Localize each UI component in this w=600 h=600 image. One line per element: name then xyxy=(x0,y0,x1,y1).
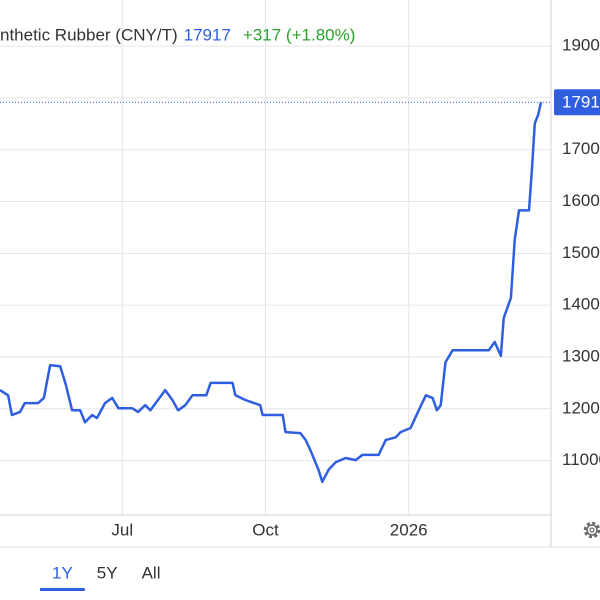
gear-teeth xyxy=(583,521,600,539)
x-tick-label: Jul xyxy=(111,520,133,539)
range-button[interactable]: 5Y xyxy=(97,563,118,582)
plot xyxy=(0,101,551,484)
price-line xyxy=(0,101,543,484)
range-button[interactable]: 1Y xyxy=(52,563,73,582)
last-price-box xyxy=(554,89,600,116)
last-price: 17917 xyxy=(184,25,231,44)
y-tick-label: 19000 xyxy=(562,36,600,55)
y-tick-label: 11000 xyxy=(562,450,600,469)
x-tick-label: Oct xyxy=(252,520,279,539)
y-tick-label: 13000 xyxy=(562,346,600,365)
range-buttons: 1Y 5Y All xyxy=(40,563,161,591)
grid xyxy=(0,0,551,515)
gear-hole xyxy=(589,527,595,533)
y-tick-label: 12000 xyxy=(562,398,600,417)
y-tick-label: 14000 xyxy=(562,295,600,314)
y-tick-label: 15000 xyxy=(562,243,600,262)
last-price-label: 17917 xyxy=(562,93,600,112)
gear-body xyxy=(586,524,598,536)
chart-title: nthetic Rubber (CNY/T) xyxy=(0,25,178,44)
settings-icon[interactable] xyxy=(583,521,600,539)
range-button[interactable]: All xyxy=(142,563,161,582)
selected-underline xyxy=(40,588,85,591)
x-tick-label: 2026 xyxy=(390,520,428,539)
y-tick-label: 16000 xyxy=(562,191,600,210)
price-change: +317 (+1.80%) xyxy=(243,25,355,44)
y-tick-label: 17000 xyxy=(562,139,600,158)
